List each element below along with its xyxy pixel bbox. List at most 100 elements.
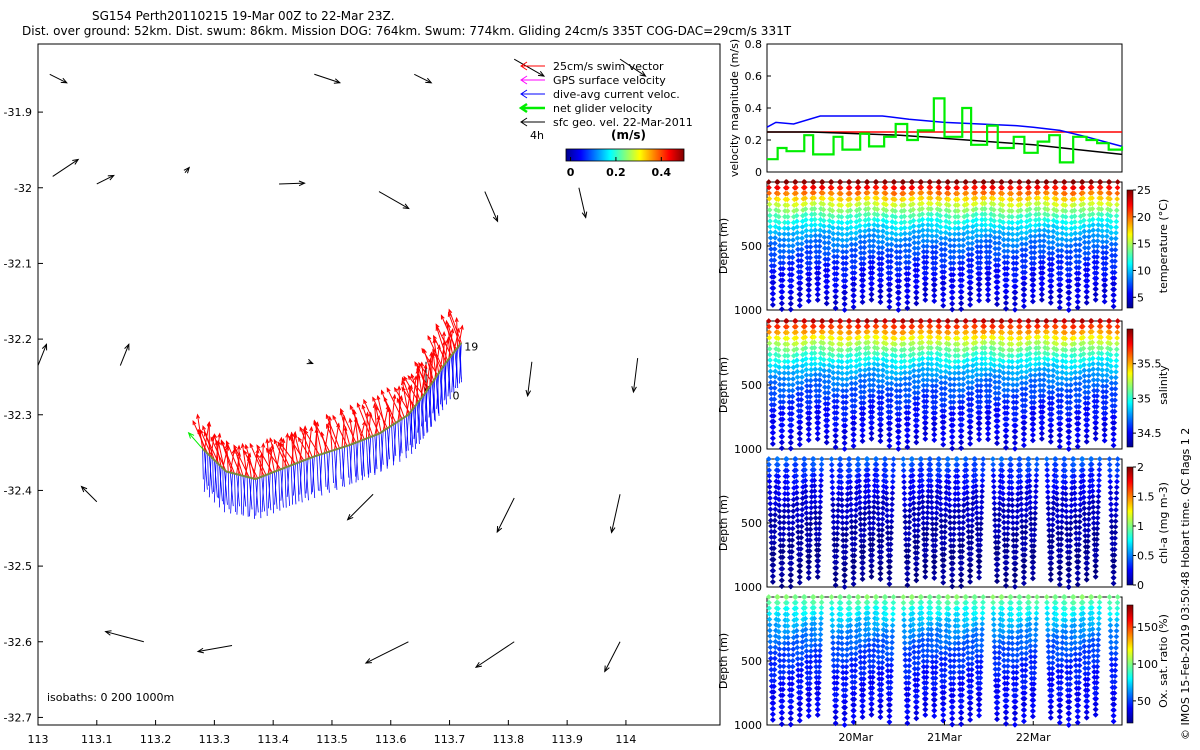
profile-point bbox=[777, 254, 783, 260]
profile-point bbox=[982, 222, 989, 228]
profile-point bbox=[861, 383, 868, 390]
profile-point bbox=[1022, 275, 1028, 281]
profile-point bbox=[937, 207, 943, 213]
profile-point bbox=[781, 231, 788, 237]
profile-point bbox=[815, 425, 821, 432]
profile-point bbox=[999, 184, 1005, 191]
profile-point bbox=[1112, 397, 1118, 403]
profile-point bbox=[1032, 228, 1039, 234]
profile-point bbox=[912, 256, 918, 263]
profile-point bbox=[864, 184, 871, 191]
dac-vector bbox=[361, 439, 365, 481]
profile-point bbox=[795, 257, 802, 264]
dac-vector bbox=[359, 440, 363, 476]
profile-point bbox=[959, 260, 966, 266]
profile-point bbox=[929, 227, 935, 234]
profile-point bbox=[848, 230, 854, 236]
profile-point bbox=[1012, 301, 1018, 307]
profile-point bbox=[1018, 213, 1024, 219]
profile-point bbox=[1112, 235, 1119, 242]
profile-point bbox=[855, 179, 862, 185]
profile-point bbox=[785, 237, 792, 243]
profile-point bbox=[767, 235, 774, 241]
profile-point bbox=[870, 515, 877, 521]
profile-point bbox=[1047, 438, 1054, 445]
swim-vector bbox=[202, 424, 215, 461]
swim-vector bbox=[313, 420, 330, 452]
profile-point bbox=[852, 380, 859, 387]
profile-point bbox=[1113, 346, 1120, 353]
swim-vector bbox=[418, 361, 433, 383]
profile-point bbox=[1097, 318, 1104, 324]
profile-point bbox=[1012, 283, 1019, 290]
profile-point bbox=[810, 318, 817, 324]
profile-point bbox=[884, 253, 891, 259]
profile-point bbox=[1027, 211, 1033, 218]
profile-point bbox=[1022, 246, 1029, 253]
profile-point bbox=[888, 258, 894, 265]
profile-point bbox=[883, 196, 889, 202]
profile-point bbox=[1040, 382, 1047, 389]
profile-point bbox=[856, 206, 863, 213]
profile-point bbox=[951, 225, 958, 232]
profile-point bbox=[1102, 426, 1108, 433]
profile-point bbox=[1039, 280, 1046, 287]
dac-vector bbox=[421, 396, 425, 436]
profile-point bbox=[1103, 377, 1110, 384]
profile-point bbox=[995, 268, 1001, 274]
profile-point bbox=[1044, 184, 1050, 191]
profile-point bbox=[965, 240, 971, 247]
profile-point bbox=[1110, 436, 1117, 443]
profile-point bbox=[1026, 206, 1033, 212]
profile-point bbox=[841, 584, 848, 590]
profile-point bbox=[1043, 318, 1050, 324]
profile-point bbox=[825, 239, 832, 246]
dac-vector bbox=[451, 352, 455, 393]
profile-point bbox=[1076, 392, 1083, 399]
profile-point bbox=[906, 530, 912, 537]
profile-point bbox=[959, 265, 966, 272]
profile-point bbox=[929, 238, 936, 245]
profile-point bbox=[987, 227, 994, 234]
profile-point bbox=[940, 574, 947, 580]
profile-point bbox=[870, 393, 876, 399]
profile-point bbox=[870, 382, 877, 389]
profile-point bbox=[995, 251, 1002, 258]
profile-point bbox=[906, 248, 913, 254]
profile-point bbox=[807, 238, 814, 245]
profile-point bbox=[967, 441, 973, 447]
profile-point bbox=[852, 241, 859, 248]
profile-point bbox=[843, 393, 850, 400]
profile-point bbox=[1058, 253, 1065, 260]
profile-point bbox=[789, 537, 796, 543]
profile-point bbox=[909, 456, 916, 462]
profile-point bbox=[893, 370, 899, 377]
profile-point bbox=[978, 233, 985, 239]
profile-point bbox=[955, 213, 962, 220]
profile-point bbox=[1095, 366, 1101, 373]
swim-vector bbox=[427, 334, 443, 368]
profile-point bbox=[1114, 184, 1121, 191]
profile-point bbox=[884, 230, 890, 236]
profile-point bbox=[781, 213, 788, 220]
profile-point bbox=[978, 222, 985, 228]
profile-point bbox=[945, 184, 952, 191]
profile-point bbox=[915, 245, 922, 252]
dac-vector bbox=[384, 429, 388, 469]
profile-point bbox=[810, 184, 817, 191]
profile-point bbox=[1101, 298, 1108, 305]
profile-point bbox=[807, 521, 814, 527]
profile-point bbox=[834, 381, 841, 387]
chlorophyll-section-profiles bbox=[765, 456, 1121, 590]
profile-point bbox=[865, 200, 871, 207]
profile-point bbox=[839, 502, 845, 509]
profile-point bbox=[852, 258, 858, 265]
profile-point bbox=[903, 259, 909, 266]
profile-point bbox=[893, 231, 899, 238]
profile-point bbox=[820, 201, 827, 207]
profile-point bbox=[835, 225, 842, 231]
map-xtick-label: 113 bbox=[28, 733, 49, 746]
profile-point bbox=[832, 438, 839, 445]
profile-point bbox=[788, 283, 795, 290]
profile-point bbox=[938, 257, 945, 264]
